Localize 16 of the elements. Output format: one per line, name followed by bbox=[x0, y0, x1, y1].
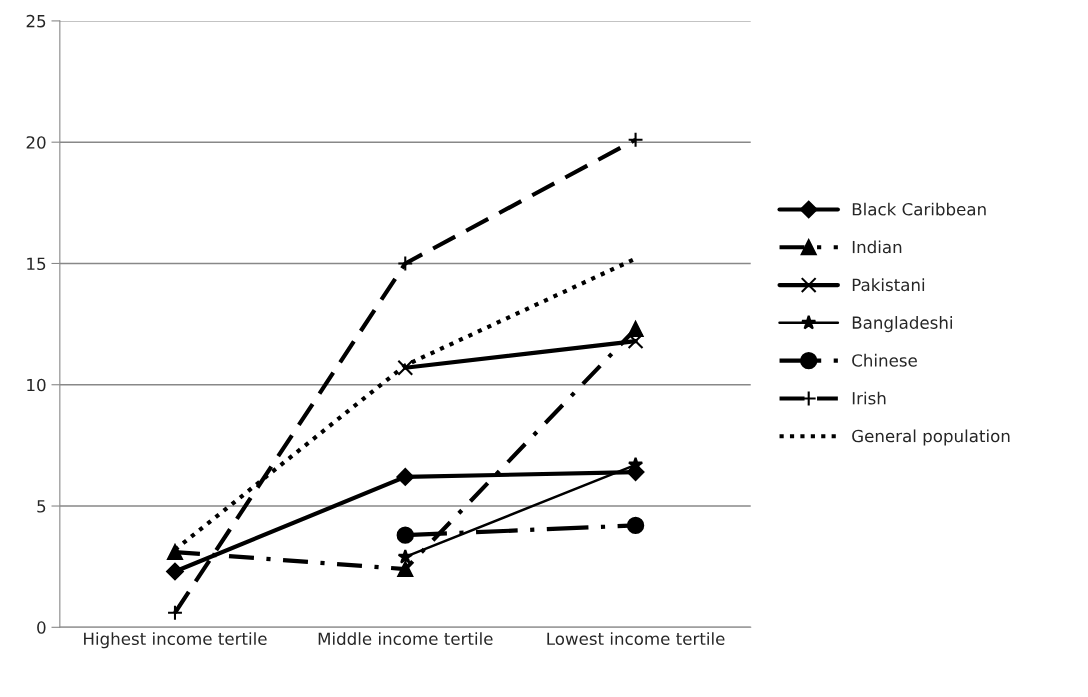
legend-label: Irish bbox=[852, 391, 886, 405]
legend-label: Chinese bbox=[852, 353, 917, 367]
legend-label: Pakistani bbox=[852, 278, 925, 292]
y-tick-label: 5 bbox=[37, 500, 46, 513]
y-tick-label: 15 bbox=[27, 257, 46, 271]
y-tick-label: 10 bbox=[27, 378, 46, 392]
legend-label: Indian bbox=[852, 240, 902, 254]
y-tick-label: 20 bbox=[26, 136, 46, 149]
x-tick-label: Middle income tertile bbox=[318, 632, 493, 646]
x-tick-label: Highest income tertile bbox=[84, 632, 267, 649]
y-tick-label: 25 bbox=[26, 14, 46, 28]
legend-label: Black Caribbean bbox=[852, 202, 986, 216]
y-tick-label: 0 bbox=[37, 621, 46, 634]
legend-label: Bangladeshi bbox=[852, 316, 952, 333]
legend-label: General population bbox=[852, 429, 1010, 446]
x-tick-label: Lowest income tertile bbox=[547, 632, 725, 646]
